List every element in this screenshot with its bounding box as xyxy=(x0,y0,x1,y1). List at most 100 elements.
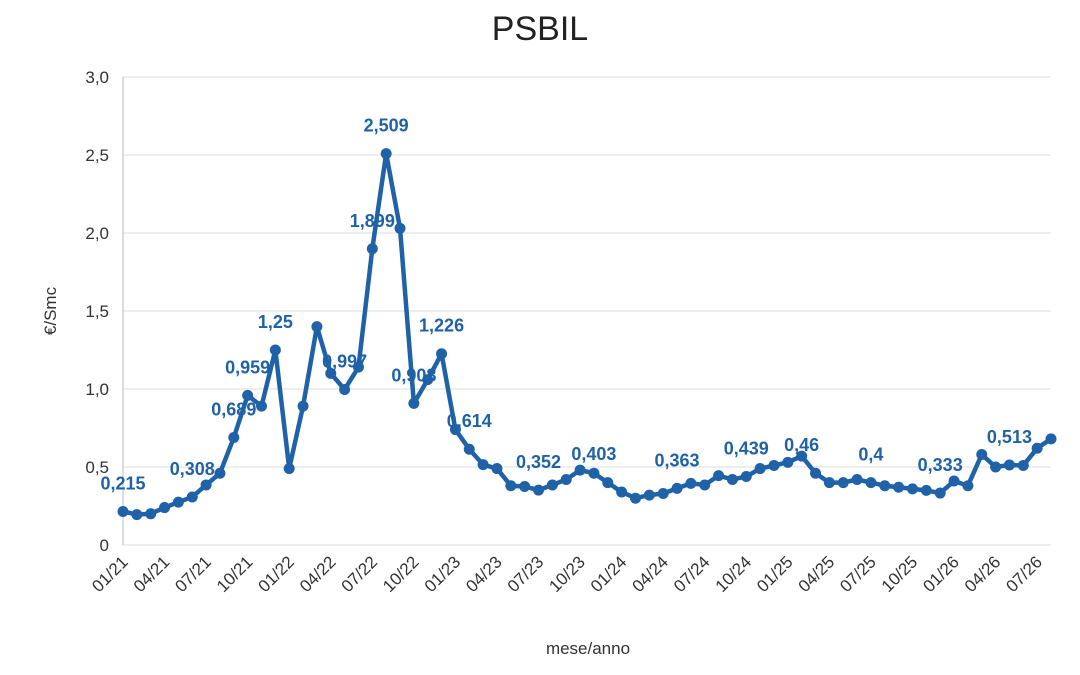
data-point xyxy=(131,509,143,521)
y-axis-title: €/Smc xyxy=(41,286,60,335)
x-tick-label: 01/25 xyxy=(753,552,797,596)
data-point xyxy=(228,432,240,444)
x-tick-label: 10/24 xyxy=(712,552,756,596)
data-point xyxy=(1003,459,1015,471)
x-tick-label: 01/22 xyxy=(255,552,299,596)
x-tick-label: 04/23 xyxy=(462,552,506,596)
data-point xyxy=(283,463,295,475)
y-tick-label: 1,0 xyxy=(85,380,109,399)
data-point xyxy=(851,473,863,485)
x-tick-label: 07/21 xyxy=(171,552,215,596)
x-tick-label: 04/25 xyxy=(795,552,839,596)
series-psbil xyxy=(117,148,1057,521)
data-point xyxy=(269,344,281,356)
data-label: 0,908 xyxy=(391,365,436,385)
data-point xyxy=(366,243,378,255)
data-label: 0,959 xyxy=(225,357,270,377)
data-point xyxy=(172,496,184,508)
data-point xyxy=(477,459,489,471)
x-tick-label: 10/23 xyxy=(545,552,589,596)
x-axis-title: mese/anno xyxy=(546,639,630,658)
x-tick-label: 07/25 xyxy=(836,552,880,596)
y-tick-label: 2,5 xyxy=(85,146,109,165)
data-point xyxy=(657,488,669,500)
data-label: 0,513 xyxy=(987,427,1032,447)
x-tick-label: 10/25 xyxy=(878,552,922,596)
x-tick-label: 07/23 xyxy=(504,552,548,596)
data-point xyxy=(906,483,918,495)
data-point xyxy=(256,400,268,412)
data-point xyxy=(117,505,129,517)
data-label: 0,352 xyxy=(516,452,561,472)
data-point xyxy=(242,389,254,401)
data-label: 0,46 xyxy=(784,435,819,455)
data-label: 1,226 xyxy=(419,316,464,336)
data-point xyxy=(990,461,1002,473)
x-tick-label: 04/24 xyxy=(628,552,672,596)
data-point xyxy=(629,492,641,504)
data-point xyxy=(352,361,364,373)
data-point xyxy=(145,508,157,520)
data-point xyxy=(214,467,226,479)
data-label: 0,997 xyxy=(322,351,367,371)
data-point xyxy=(546,479,558,491)
x-tick-label: 07/22 xyxy=(338,552,382,596)
data-point xyxy=(1045,433,1057,445)
x-tick-label: 07/24 xyxy=(670,552,714,596)
x-tick-label: 01/21 xyxy=(88,552,132,596)
data-point xyxy=(560,473,572,485)
x-tick-label: 10/22 xyxy=(379,552,423,596)
x-tick-label: 01/23 xyxy=(421,552,465,596)
data-label: 0,333 xyxy=(918,455,963,475)
data-point xyxy=(519,481,531,492)
x-tick-label: 04/22 xyxy=(296,552,340,596)
data-point xyxy=(574,464,586,476)
data-labels: 0,215 0,308 0,689 0,959 1,25 0,997 1,899 2,509 0… xyxy=(100,116,1031,494)
data-point xyxy=(796,450,808,462)
data-label: 0,308 xyxy=(170,459,215,479)
data-point xyxy=(837,477,849,489)
x-tick-label: 04/21 xyxy=(130,552,174,596)
data-point xyxy=(159,502,171,514)
data-point xyxy=(491,463,503,475)
data-point xyxy=(810,467,822,479)
data-point xyxy=(643,489,655,501)
data-point xyxy=(311,321,323,333)
data-label: 0,439 xyxy=(724,439,769,459)
y-tick-label: 0 xyxy=(100,536,109,555)
data-point xyxy=(713,470,725,482)
data-point xyxy=(865,477,877,489)
data-point xyxy=(920,484,932,496)
data-point xyxy=(948,475,960,487)
y-tick-label: 2,0 xyxy=(85,224,109,243)
data-point xyxy=(740,471,752,483)
data-point xyxy=(976,449,988,461)
data-point xyxy=(422,374,434,386)
data-point xyxy=(754,463,766,475)
x-tick-label: 10/21 xyxy=(213,552,257,596)
data-label: 0,689 xyxy=(211,400,256,420)
data-label: 1,899 xyxy=(350,211,395,231)
data-point xyxy=(962,480,974,492)
x-tick-label: 07/26 xyxy=(1002,552,1046,596)
data-point xyxy=(380,148,392,160)
data-point xyxy=(186,491,198,503)
data-point xyxy=(325,367,337,379)
data-point xyxy=(339,383,351,395)
data-label: 0,614 xyxy=(447,411,492,431)
data-point xyxy=(685,477,697,489)
data-label: 0,363 xyxy=(655,450,700,470)
data-point xyxy=(394,222,406,234)
data-point xyxy=(505,480,517,492)
data-point xyxy=(699,479,711,491)
data-point xyxy=(934,487,946,499)
chart-title: PSBIL xyxy=(492,10,588,48)
x-tick-label: 01/26 xyxy=(919,552,963,596)
data-point xyxy=(436,348,448,360)
x-tick-label: 04/26 xyxy=(961,552,1005,596)
y-axis: 0 0,5 1,0 1,5 2,0 2,5 3,0 xyxy=(85,68,124,555)
data-point xyxy=(726,473,738,485)
data-label: 1,25 xyxy=(258,312,293,332)
data-point xyxy=(200,479,212,491)
